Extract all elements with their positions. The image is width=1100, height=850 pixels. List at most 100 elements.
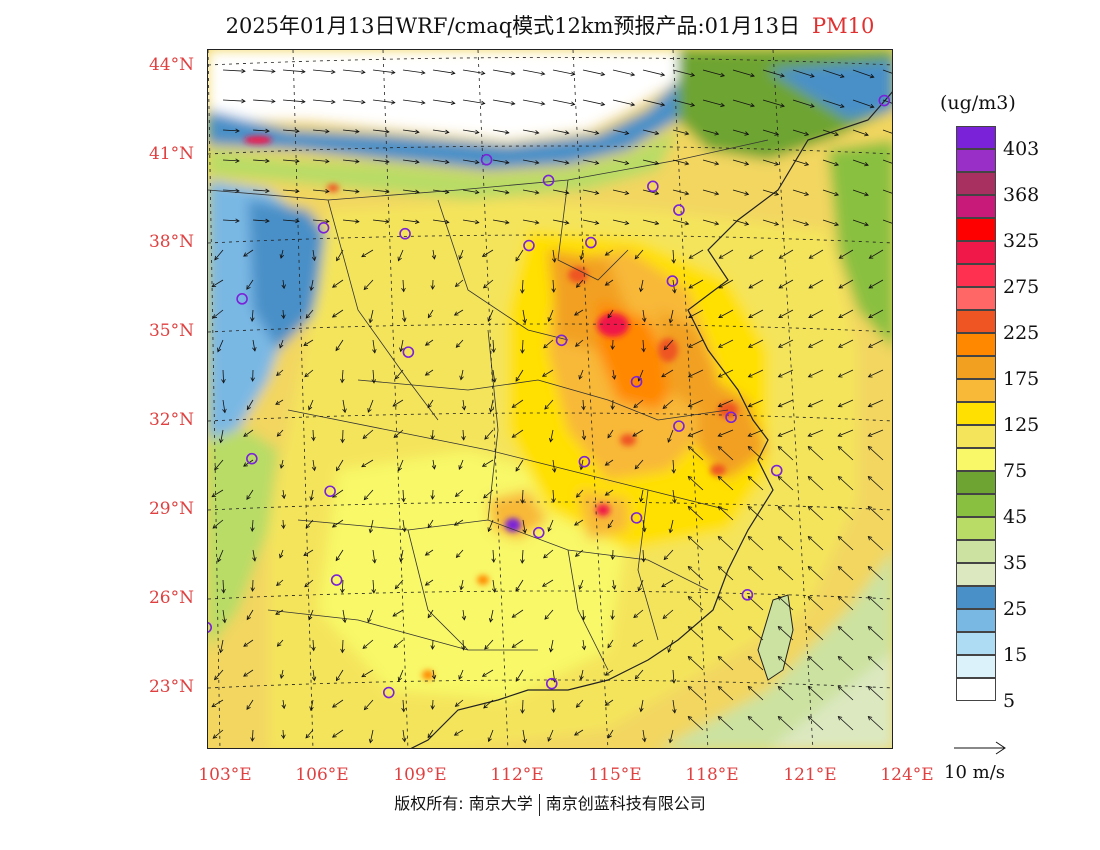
wind-arrow <box>332 309 344 318</box>
wind-arrow <box>778 656 794 671</box>
wind-arrow-head <box>777 505 783 511</box>
wind-arrow <box>718 429 734 437</box>
wind-arrow-head <box>807 475 813 481</box>
wind-arrow <box>544 609 554 620</box>
wind-arrow-head <box>807 373 813 378</box>
wind-arrow <box>280 669 284 679</box>
wind-arrow <box>392 609 404 617</box>
wind-arrow <box>490 609 494 622</box>
wind-arrow <box>252 99 275 102</box>
wind-arrow-head <box>430 645 435 650</box>
wind-arrow <box>662 399 674 409</box>
wind-arrow <box>792 69 815 77</box>
wind-arrow <box>512 429 524 438</box>
wind-arrow <box>718 536 734 551</box>
wind-arrow-head <box>717 565 723 571</box>
wind-arrow-head <box>687 535 693 541</box>
wind-arrow-head <box>837 373 843 378</box>
wind-arrow <box>304 579 314 588</box>
wind-arrow-head <box>547 737 552 742</box>
wind-arrow-head <box>807 625 813 631</box>
wind-arrow <box>808 566 824 581</box>
wind-arrow-head <box>747 625 753 631</box>
wind-arrow-head <box>807 432 813 437</box>
wind-arrow-head <box>575 283 581 288</box>
wind-arrow <box>398 249 404 261</box>
wind-arrow-head <box>717 535 723 541</box>
city-marker <box>647 180 659 193</box>
wind-arrow-head <box>610 345 615 351</box>
wind-arrow-head <box>392 612 398 617</box>
wind-arrow <box>521 549 524 564</box>
wind-arrow-head <box>362 434 368 439</box>
legend-tick-label: 275 <box>1003 276 1040 298</box>
city-marker <box>770 464 783 477</box>
wind-arrow <box>808 536 824 551</box>
wind-arrow <box>454 729 464 736</box>
wind-arrow-head <box>520 349 525 354</box>
legend-swatch <box>956 632 996 655</box>
wind-arrow <box>372 189 389 193</box>
wind-arrow-head <box>276 371 281 377</box>
wind-arrow-head <box>303 341 309 346</box>
wind-arrow-head <box>807 715 813 721</box>
wind-arrow-head <box>399 557 404 563</box>
title-pollutant: PM10 <box>812 14 875 38</box>
wind-arrow <box>808 506 824 521</box>
wind-arrow <box>246 699 254 710</box>
wind-arrow <box>454 519 464 526</box>
wind-arrow-head <box>420 70 426 75</box>
wind-arrow-head <box>639 287 644 293</box>
wind-arrow-head <box>864 222 869 227</box>
wind-arrow <box>252 129 270 132</box>
wind-arrow <box>543 339 554 349</box>
wind-arrow-head <box>246 285 251 290</box>
wind-arrow-head <box>401 737 407 743</box>
wind-arrow-head <box>504 159 510 165</box>
wind-arrow-head <box>394 584 400 590</box>
pollution-hotspots <box>244 136 738 680</box>
wind-arrow-head <box>461 436 466 441</box>
wind-arrow <box>332 279 344 288</box>
wind-arrow-head <box>838 254 844 259</box>
wind-arrow <box>552 159 569 164</box>
legend-swatch <box>956 609 996 632</box>
wind-arrow <box>688 279 704 289</box>
wind-arrow <box>482 249 494 257</box>
wind-arrow <box>432 189 449 193</box>
wind-arrow-head <box>276 642 282 647</box>
wind-arrow-head <box>668 738 673 744</box>
wind-arrow-head <box>834 131 839 137</box>
wind-arrow <box>582 159 599 164</box>
wind-arrow-head <box>687 565 693 571</box>
wind-arrow-head <box>869 73 875 79</box>
wind-arrow <box>211 489 224 498</box>
wind-arrow-head <box>551 258 557 263</box>
wind-arrow <box>462 609 465 620</box>
city-marker <box>523 239 535 252</box>
wind-arrow-head <box>311 646 316 652</box>
wind-arrow-head <box>301 69 306 74</box>
wind-arrow <box>251 729 254 742</box>
wind-arrow-head <box>401 527 407 533</box>
wind-arrow-head <box>483 704 488 709</box>
wind-arrow <box>282 99 305 103</box>
wind-arrow-head <box>624 130 630 136</box>
wind-arrow-head <box>461 615 467 621</box>
wind-arrow-head <box>401 317 407 323</box>
wind-arrow <box>332 489 344 498</box>
wind-arrow-head <box>594 130 600 135</box>
legend-swatch <box>956 678 996 701</box>
wind-arrow-head <box>687 655 693 661</box>
city-marker <box>382 686 395 699</box>
wind-arrow <box>364 489 374 500</box>
wind-arrow <box>490 399 494 412</box>
legend-tick-label: 35 <box>1003 552 1028 574</box>
wind-arrow-head <box>578 585 583 590</box>
wind-arrow-head <box>688 313 693 318</box>
wind-arrow-head <box>430 285 436 290</box>
wind-arrow <box>838 279 854 289</box>
wind-arrow <box>808 656 824 671</box>
wind-arrow <box>663 549 674 560</box>
wind-arrow <box>612 129 629 134</box>
